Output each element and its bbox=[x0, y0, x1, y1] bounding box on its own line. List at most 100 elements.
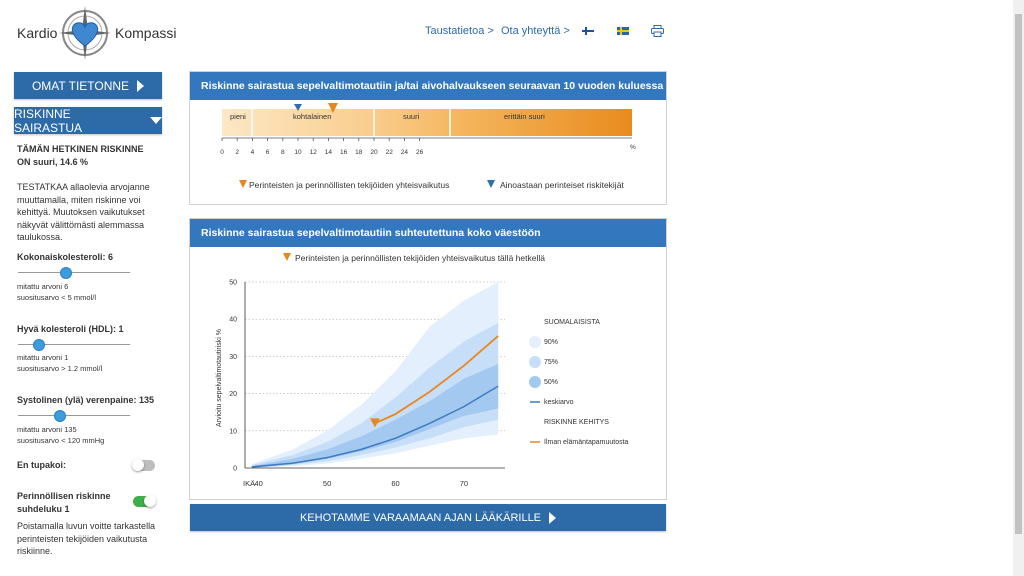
scale-tick-label: 16 bbox=[340, 149, 348, 156]
hereditary-note: Poistamalla luvun voitte tarkastella per… bbox=[17, 521, 156, 556]
legend-traditional-text: Ainoastaan perinteiset riskitekijät bbox=[500, 180, 624, 190]
x-tick-label: 40 bbox=[255, 479, 263, 488]
y-tick-label: 30 bbox=[229, 354, 237, 361]
y-tick-label: 10 bbox=[229, 428, 237, 435]
finnish-flag-icon[interactable] bbox=[582, 27, 594, 35]
population-risk-panel: Riskinne sairastua sepelvaltimotautiin s… bbox=[189, 218, 667, 500]
own-data-label: OMAT TIETONNE bbox=[31, 78, 130, 93]
scale-tick-label: 0 bbox=[220, 149, 224, 156]
chevron-right-icon bbox=[137, 79, 145, 92]
legend-top-marker bbox=[283, 253, 291, 261]
risk-scale-bar bbox=[222, 109, 632, 136]
scale-tick-label: 2 bbox=[235, 149, 239, 156]
hdl-label: Hyvä kolesteroli (HDL): 1 bbox=[17, 324, 124, 334]
book-appointment-button[interactable]: KEHOTAMME VARAAMAAN AJAN LÄÄKÄRILLE bbox=[190, 504, 666, 531]
smoker-toggle-knob bbox=[132, 459, 144, 471]
population-risk-chart: Perinteisten ja perinnöllisten tekijöide… bbox=[216, 253, 629, 488]
traditional-risk-marker bbox=[294, 104, 302, 111]
hdl-recommended: suositusarvo > 1.2 mmol/l bbox=[17, 364, 103, 373]
combined-risk-marker bbox=[327, 103, 338, 113]
hdl-slider-handle[interactable] bbox=[33, 339, 46, 351]
risk-label: RISKINNE SAIRASTUA bbox=[14, 106, 83, 135]
legend-75-label: 75% bbox=[544, 359, 558, 366]
blood-pressure-slider-handle[interactable] bbox=[54, 410, 67, 422]
link-contact[interactable]: Ota yhteyttä > bbox=[501, 25, 570, 37]
mean-line bbox=[251, 385, 499, 468]
x-tick-label: 70 bbox=[460, 479, 468, 488]
logo[interactable]: Kardio Kompassi bbox=[17, 6, 177, 60]
population-risk-panel-title: Riskinne sairastua sepelvaltimotautiin s… bbox=[190, 219, 666, 247]
risk-button[interactable]: RISKINNE SAIRASTUA bbox=[14, 106, 162, 135]
swedish-flag-icon[interactable] bbox=[617, 27, 629, 35]
y-tick-label: 50 bbox=[229, 280, 237, 287]
link-background-info[interactable]: Taustatietoa > bbox=[425, 25, 494, 37]
risk-10y-panel: Riskinne sairastua sepelvaltimotautiin j… bbox=[189, 71, 667, 205]
risk-development-line bbox=[374, 335, 499, 425]
y-axis-label: Arvioitu sepelvaltimotautiriski % bbox=[216, 329, 223, 427]
scale-tick-label: 10 bbox=[294, 149, 302, 156]
cholesterol-measured: mitattu arvoni 6 bbox=[17, 282, 69, 291]
hereditary-toggle[interactable] bbox=[133, 495, 156, 507]
y-tick-label: 0 bbox=[233, 466, 237, 473]
own-data-button[interactable]: OMAT TIETONNE bbox=[14, 72, 162, 99]
chevron-down-icon bbox=[150, 117, 162, 124]
intro-text: TESTATKAA allaolevia arvojanne muuttamal… bbox=[17, 182, 150, 242]
legend-mean-label: keskiarvo bbox=[544, 399, 574, 406]
legend-traditional-marker bbox=[487, 180, 495, 188]
scale-tick-label: 12 bbox=[310, 149, 318, 156]
scale-tick-label: 20 bbox=[370, 149, 378, 156]
scrollbar-thumb[interactable] bbox=[1015, 14, 1022, 534]
blood-pressure-slider-track[interactable] bbox=[18, 415, 130, 416]
legend-combined-text: Perinteisten ja perinnöllisten tekijöide… bbox=[249, 180, 449, 190]
cholesterol-recommended: suositusarvo < 5 mmol/l bbox=[17, 293, 96, 302]
hdl-measured: mitattu arvoni 1 bbox=[17, 353, 69, 362]
x-tick-label: 50 bbox=[323, 479, 331, 488]
book-appointment-label: KEHOTAMME VARAAMAAN AJAN LÄÄKÄRILLE bbox=[299, 511, 542, 524]
cholesterol-label: Kokonaiskolesteroli: 6 bbox=[17, 252, 114, 262]
y-tick-label: 20 bbox=[229, 391, 237, 398]
legend-combined-marker bbox=[239, 180, 247, 188]
y-tick-label: 40 bbox=[229, 317, 237, 324]
legend-50-label: 50% bbox=[544, 379, 558, 386]
logo-text-left: Kardio bbox=[17, 25, 58, 41]
cholesterol-slider-track[interactable] bbox=[18, 272, 130, 273]
smoker-toggle[interactable] bbox=[132, 459, 155, 471]
smoker-label: En tupakoi: bbox=[17, 460, 66, 470]
band-75 bbox=[251, 322, 499, 468]
category-low: pieni bbox=[230, 112, 246, 121]
scale-tick-label: 18 bbox=[355, 149, 363, 156]
legend-90-label: 90% bbox=[544, 339, 558, 346]
scale-tick-label: 14 bbox=[325, 149, 333, 156]
legend-group-finns: SUOMALAISISTA bbox=[544, 319, 600, 326]
blood-pressure-label: Systolinen (ylä) verenpaine: 135 bbox=[17, 395, 155, 405]
current-risk-text: TÄMÄN HETKINEN RISKINNE ON suuri, 14.6 % bbox=[17, 144, 144, 167]
scale-unit: % bbox=[630, 144, 636, 151]
hdl-slider-track[interactable] bbox=[18, 344, 130, 345]
chevron-right-icon bbox=[549, 511, 557, 524]
page-scrollbar[interactable] bbox=[1013, 0, 1024, 576]
current-risk-marker bbox=[370, 418, 380, 428]
logo-text-right: Kompassi bbox=[115, 25, 177, 41]
category-high: suuri bbox=[403, 112, 420, 121]
scale-tick-label: 6 bbox=[266, 149, 270, 156]
category-very-high: erittäin suuri bbox=[504, 112, 545, 121]
legend-swatch-75 bbox=[529, 356, 541, 368]
cholesterol-slider-handle[interactable] bbox=[60, 267, 73, 279]
scale-tick-label: 8 bbox=[281, 149, 285, 156]
risk-scale-chart: pieni kohtalainen suuri erittäin suuri 0… bbox=[220, 103, 636, 190]
legend-dev-label: Ilman elämäntapamuutosta bbox=[544, 439, 629, 446]
blood-pressure-recommended: suositusarvo < 120 mmHg bbox=[17, 436, 105, 445]
scale-tick-label: 24 bbox=[401, 149, 409, 156]
hereditary-toggle-knob bbox=[144, 495, 156, 507]
risk-10y-panel-title: Riskinne sairastua sepelvaltimotautiin j… bbox=[190, 72, 666, 100]
hereditary-label: Perinnöllisen riskinne suhdeluku 1 bbox=[17, 491, 111, 514]
legend-swatch-90 bbox=[529, 336, 541, 348]
legend-top-text: Perinteisten ja perinnöllisten tekijöide… bbox=[295, 253, 545, 263]
band-50 bbox=[251, 363, 499, 468]
compass-heart-icon bbox=[59, 6, 111, 60]
blood-pressure-measured: mitattu arvoni 135 bbox=[17, 425, 77, 434]
scale-tick-label: 22 bbox=[386, 149, 394, 156]
legend-group-development: RISKINNE KEHITYS bbox=[544, 419, 609, 426]
category-moderate: kohtalainen bbox=[293, 112, 331, 121]
print-icon[interactable] bbox=[651, 25, 664, 37]
